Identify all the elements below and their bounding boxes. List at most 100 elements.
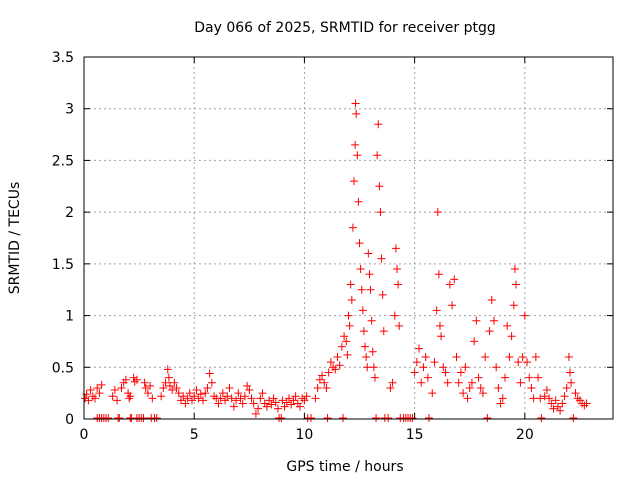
data-point (185, 389, 194, 398)
data-point (331, 365, 340, 374)
data-point (527, 383, 536, 392)
data-point (207, 378, 216, 387)
data-point (476, 383, 485, 392)
data-point (170, 378, 179, 387)
data-point (505, 352, 514, 361)
data-point (192, 386, 201, 395)
data-point (265, 396, 274, 405)
data-point (126, 392, 135, 401)
data-point (355, 239, 364, 248)
data-point (582, 399, 591, 408)
data-point (227, 394, 236, 403)
data-point (223, 392, 232, 401)
data-point (417, 378, 426, 387)
y-tick-label: 1.5 (52, 257, 74, 273)
data-point (214, 399, 223, 408)
data-point (140, 378, 149, 387)
data-point (443, 378, 452, 387)
data-point (358, 306, 367, 315)
data-point (580, 401, 589, 410)
data-point (388, 378, 397, 387)
y-axis-label: SRMTID / TECUs (7, 182, 23, 295)
data-point (236, 394, 245, 403)
data-point (91, 394, 100, 403)
y-tick-label: 3.5 (52, 50, 74, 66)
data-point (117, 383, 126, 392)
data-point (277, 413, 286, 422)
data-point (132, 375, 141, 384)
data-point (498, 394, 507, 403)
data-point (376, 208, 385, 217)
data-point (509, 301, 518, 310)
data-point (210, 392, 219, 401)
data-point (366, 285, 375, 294)
data-point (130, 377, 139, 386)
data-point (421, 352, 430, 361)
data-point (125, 394, 134, 403)
data-point (415, 344, 424, 353)
data-point (364, 249, 373, 258)
data-point (256, 394, 265, 403)
data-point (573, 394, 582, 403)
data-point (205, 369, 214, 378)
x-axis-label: GPS time / hours (286, 459, 403, 475)
data-point (352, 109, 361, 118)
data-point (456, 368, 465, 377)
data-point (423, 373, 432, 382)
data-point (340, 332, 349, 341)
data-point (346, 280, 355, 289)
data-point (240, 392, 249, 401)
data-point (537, 413, 546, 422)
data-point (322, 383, 331, 392)
plot-frame (83, 56, 614, 420)
data-point (104, 413, 113, 422)
data-point (320, 378, 329, 387)
data-point (485, 327, 494, 336)
grid-lines (84, 57, 613, 419)
data-point (258, 389, 267, 398)
data-point (174, 389, 183, 398)
data-point (445, 280, 454, 289)
data-point (470, 337, 479, 346)
data-point (159, 383, 168, 392)
data-point (452, 352, 461, 361)
data-point (551, 396, 560, 405)
data-point (218, 389, 227, 398)
data-point (483, 413, 492, 422)
data-point (536, 394, 545, 403)
data-point (564, 352, 573, 361)
data-point (496, 399, 505, 408)
data-point (412, 358, 421, 367)
data-point (359, 327, 368, 336)
data-point (97, 380, 106, 389)
data-point (342, 337, 351, 346)
data-point (168, 386, 177, 395)
data-point (549, 404, 558, 413)
data-point (560, 392, 569, 401)
data-point (516, 378, 525, 387)
y-tick-label: 1 (65, 309, 74, 325)
data-point (433, 208, 442, 217)
y-tick-labels: 0 0.5 1 1.5 2 2.5 3 3.5 (52, 50, 74, 428)
data-point (296, 402, 305, 411)
data-point (569, 413, 578, 422)
data-point (344, 311, 353, 320)
data-point (408, 413, 417, 422)
data-point (249, 399, 258, 408)
data-point (367, 316, 376, 325)
data-point (347, 296, 356, 305)
data-point (503, 321, 512, 330)
data-point (232, 396, 241, 405)
data-point (318, 371, 327, 380)
data-point (545, 394, 554, 403)
data-point (179, 392, 188, 401)
data-point (278, 396, 287, 405)
data-point (534, 373, 543, 382)
data-point (392, 265, 401, 274)
data-point (326, 358, 335, 367)
data-point (351, 140, 360, 149)
data-point (280, 402, 289, 411)
x-tick-labels: 0 5 10 15 20 (80, 427, 534, 443)
data-point (547, 399, 556, 408)
